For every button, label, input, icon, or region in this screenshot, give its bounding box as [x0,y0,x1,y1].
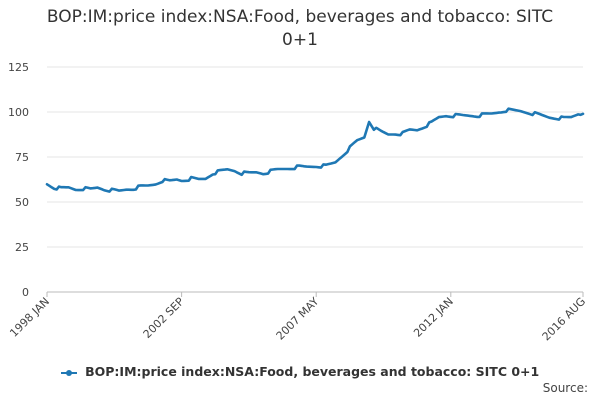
legend-marker-icon [60,369,77,376]
y-tick-label: 100 [8,106,29,119]
y-tick-label: 0 [22,286,29,299]
legend-label: BOP:IM:price index:NSA:Food, beverages a… [85,364,540,379]
x-tick-label: 2007 MAY [274,295,322,343]
x-tick-label: 2012 JAN [411,295,456,340]
series-line [45,107,585,193]
y-tick-label: 125 [8,61,29,74]
chart-legend[interactable]: BOP:IM:price index:NSA:Food, beverages a… [0,364,600,379]
y-tick-label: 25 [15,241,29,254]
chart-title-line-1: BOP:IM:price index:NSA:Food, beverages a… [46,7,554,27]
x-tick-label: 2016 AUG [540,295,589,344]
chart-title: BOP:IM:price index:NSA:Food, beverages a… [0,6,600,52]
chart-title-line-2: 0+1 [282,30,318,50]
x-tick-label: 2002 SEP [141,295,187,341]
source-label: Source: [542,381,588,395]
y-tick-label: 50 [15,196,29,209]
y-tick-label: 75 [15,151,29,164]
x-tick-label: 1998 JAN [7,295,52,340]
